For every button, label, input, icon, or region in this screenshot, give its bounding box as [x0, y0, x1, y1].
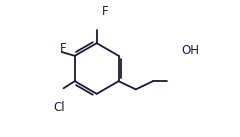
Text: F: F — [60, 42, 66, 55]
Text: F: F — [102, 5, 109, 18]
Text: Cl: Cl — [53, 101, 65, 114]
Text: OH: OH — [181, 44, 199, 56]
